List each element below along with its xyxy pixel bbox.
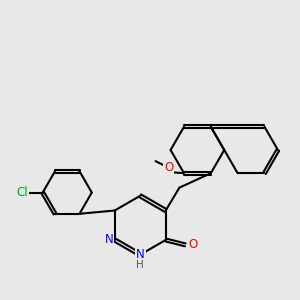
Text: N: N: [104, 233, 113, 247]
Text: H: H: [136, 260, 144, 269]
Text: Cl: Cl: [16, 186, 28, 199]
Text: O: O: [164, 161, 173, 174]
Text: N: N: [136, 248, 145, 261]
Text: O: O: [188, 238, 197, 251]
